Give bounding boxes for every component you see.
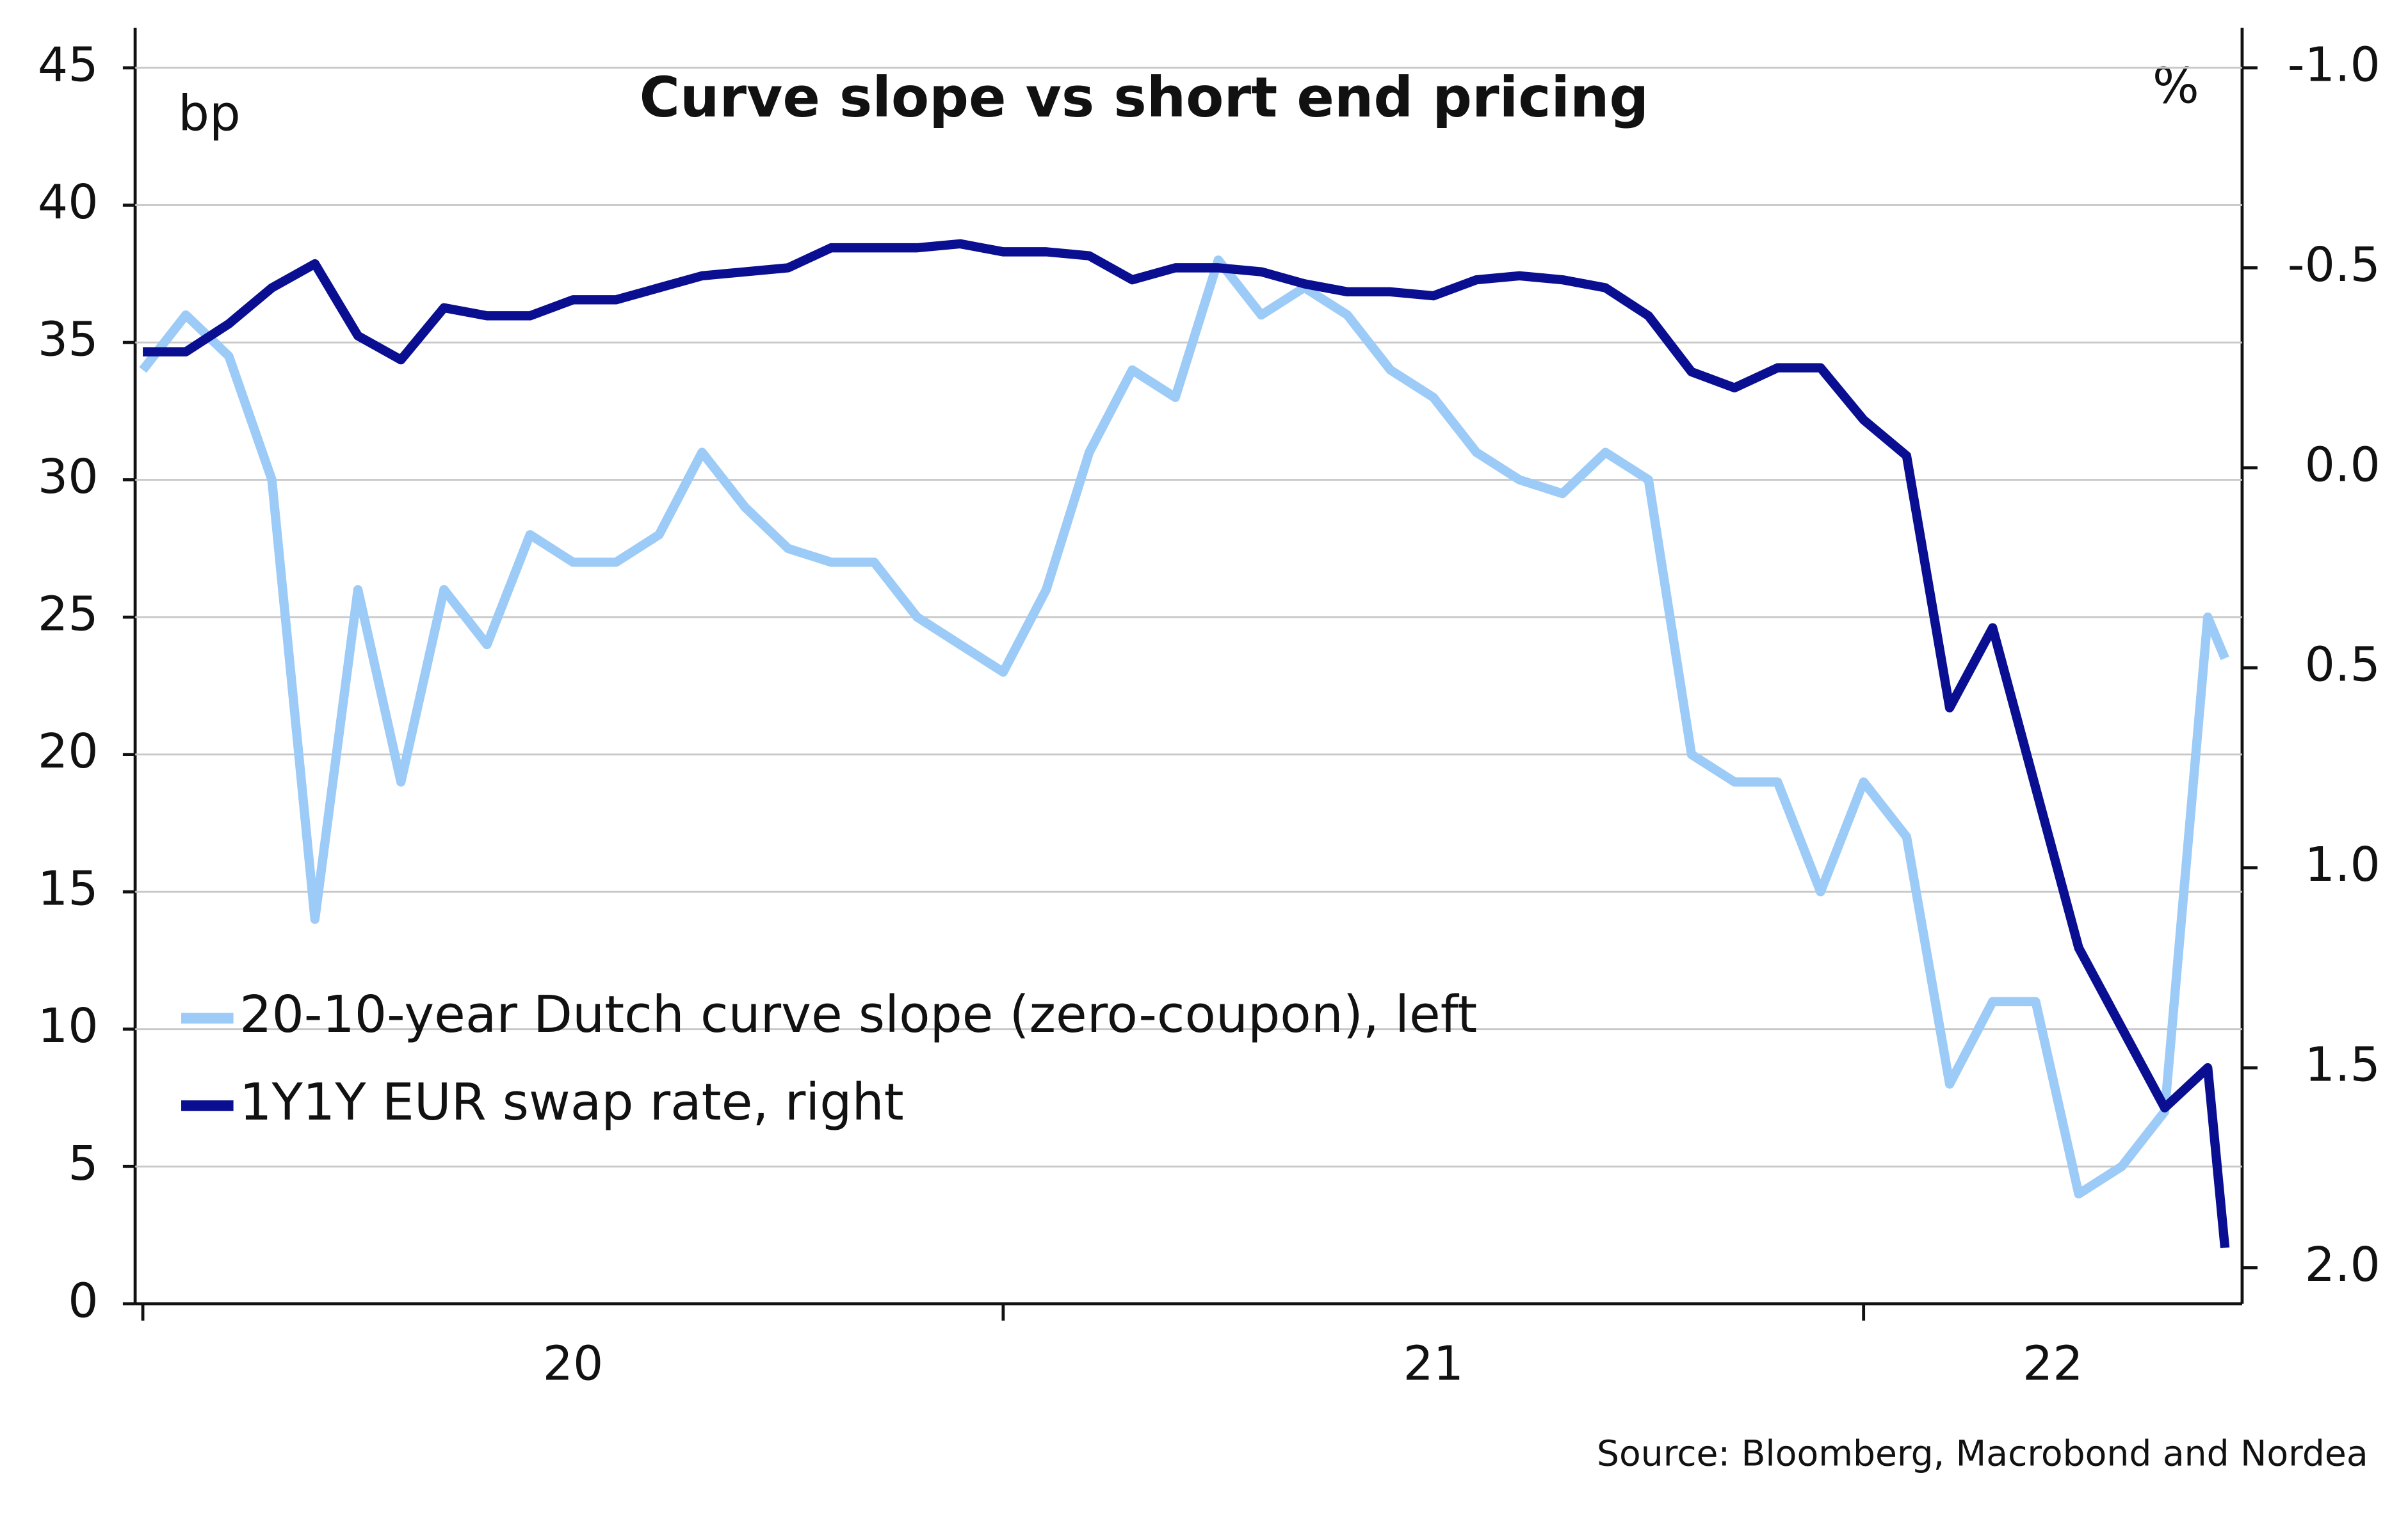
y2-tick-label: -1.0 <box>2288 36 2380 92</box>
y-tick-label: 10 <box>38 998 99 1054</box>
data-line <box>143 239 2230 1249</box>
y2-tick-label: 0.5 <box>2305 637 2380 693</box>
x-tick-label: 22 <box>2023 1336 2083 1392</box>
legend-label: 20-10-year Dutch curve slope (zero-coupo… <box>239 985 1477 1044</box>
y-tick-label: 5 <box>68 1136 98 1191</box>
y-tick-label: 20 <box>38 723 99 779</box>
y-tick-label: 35 <box>38 312 99 367</box>
legend-label: 1Y1Y EUR swap rate, right <box>239 1073 903 1132</box>
y-tick-label: 30 <box>38 449 99 504</box>
y2-tick-label: 1.0 <box>2305 837 2380 892</box>
x-tick-label: 20 <box>543 1336 604 1392</box>
y-axis-unit: bp <box>178 86 240 143</box>
y2-tick-label: -0.5 <box>2288 237 2380 293</box>
y2-axis-unit: % <box>2153 58 2199 115</box>
source-note: Source: Bloomberg, Macrobond and Nordea <box>1597 1433 2368 1474</box>
y-tick-label: 15 <box>38 861 99 917</box>
y2-tick-label: 0.0 <box>2305 437 2380 492</box>
y-tick-label: 45 <box>38 36 99 92</box>
y2-tick-label: 2.0 <box>2305 1237 2380 1292</box>
x-tick-label: 21 <box>1403 1336 1464 1392</box>
y-tick-label: 0 <box>68 1273 98 1328</box>
y-tick-label: 40 <box>38 174 99 230</box>
y2-tick-label: 1.5 <box>2305 1037 2380 1093</box>
chart-title: Curve slope vs short end pricing <box>640 66 1649 130</box>
data-line <box>139 255 2229 1199</box>
y-tick-label: 25 <box>38 586 99 642</box>
